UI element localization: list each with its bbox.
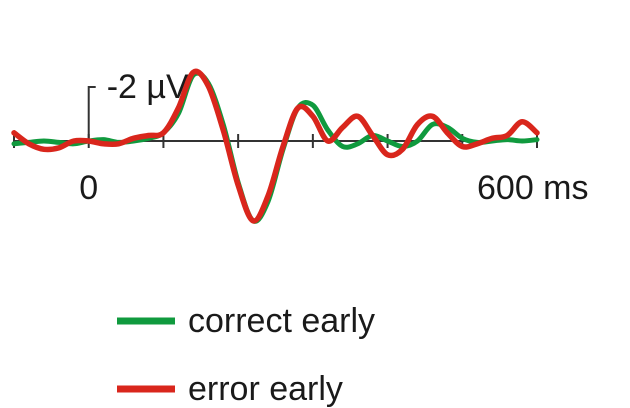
legend: correct early error early — [117, 302, 375, 408]
y-scale-bar: -2 µV — [87, 68, 189, 141]
legend-label: error early — [188, 370, 343, 408]
scale-bar-label: -2 µV — [107, 68, 189, 106]
x-tick-label: 600 ms — [477, 169, 589, 207]
series-line-error-early — [11, 68, 540, 224]
x-tick-label: 0 — [79, 169, 98, 207]
series-lines — [11, 68, 540, 224]
legend-label: correct early — [188, 302, 375, 340]
x-tick-labels: 0 600 ms — [79, 169, 588, 207]
